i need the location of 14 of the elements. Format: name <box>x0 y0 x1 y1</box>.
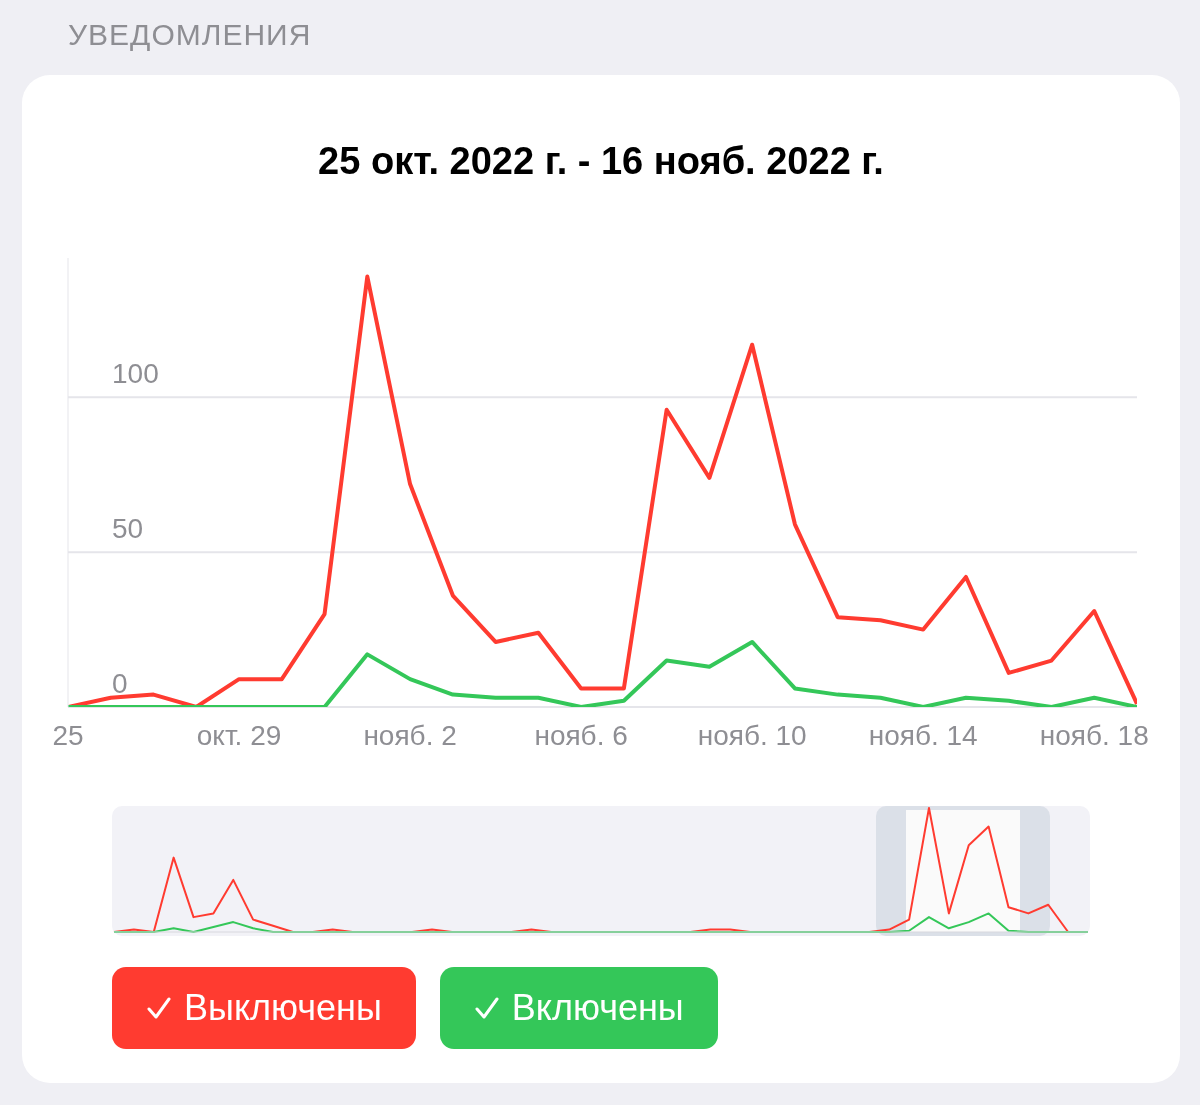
text: Выключены <box>184 987 382 1029</box>
x-tick-label: окт. 29 <box>196 719 282 751</box>
x-tick-label: нояб. 6 <box>534 719 628 751</box>
y-tick-label: 0 <box>112 668 128 699</box>
x-tick-label: нояб. 18 <box>1039 719 1149 751</box>
x-tick-label: нояб. 10 <box>697 719 807 751</box>
chart-title: УВЕДОМЛЕНИЯ <box>68 18 312 52</box>
x-tick-label: 25 <box>52 719 84 751</box>
y-tick-label: 100 <box>112 358 159 390</box>
y-tick-label: 50 <box>112 513 144 545</box>
text: Включены <box>511 987 684 1029</box>
x-tick-label: нояб. 2 <box>363 719 457 751</box>
x-tick-label: нояб. 14 <box>868 719 978 751</box>
chart-subtitle: 25 окт. 2022 г. - 16 нояб. 2022 г. <box>317 140 885 183</box>
